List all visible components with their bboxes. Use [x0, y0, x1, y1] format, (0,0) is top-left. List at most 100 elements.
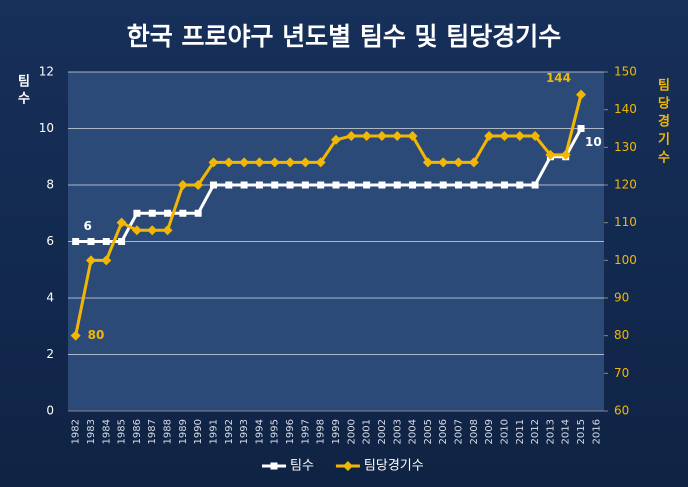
- marker: [102, 238, 110, 245]
- y2-tick-label: 80: [614, 328, 629, 342]
- legend-label: 팀당경기수: [364, 459, 424, 474]
- y2-tick-label: 100: [614, 253, 637, 267]
- series-line: [75, 127, 583, 243]
- legend-marker: [342, 461, 353, 471]
- marker: [118, 238, 126, 245]
- x-tick-label: 2013: [545, 419, 556, 444]
- x-tick-label: 1992: [224, 419, 235, 444]
- marker: [514, 131, 525, 142]
- marker: [223, 157, 234, 168]
- marker: [500, 181, 508, 189]
- y2-tick-label: 130: [614, 140, 637, 154]
- x-tick-label: 2005: [423, 419, 434, 444]
- y-tick-label: 6: [46, 234, 54, 248]
- marker: [392, 131, 403, 142]
- x-tick-label: 2010: [499, 419, 510, 444]
- marker: [285, 157, 296, 168]
- marker: [455, 181, 463, 189]
- x-tick-label: 1989: [178, 419, 189, 444]
- data-label: 144: [546, 71, 571, 85]
- y2-tick-label: 60: [614, 404, 629, 418]
- x-tick-label: 1996: [285, 419, 296, 444]
- x-tick-label: 1991: [208, 419, 219, 444]
- x-tick-label: 2000: [346, 419, 357, 444]
- marker: [361, 131, 372, 142]
- legend-label: 팀수: [290, 459, 314, 474]
- marker: [193, 180, 204, 190]
- x-tick-label: 2009: [484, 419, 495, 444]
- x-tick-label: 2016: [591, 419, 602, 444]
- marker: [255, 181, 263, 189]
- marker: [315, 157, 326, 168]
- marker: [133, 209, 141, 217]
- marker: [407, 131, 418, 142]
- x-tick-label: 1990: [193, 419, 204, 444]
- y2-tick-label: 150: [614, 65, 637, 79]
- marker: [409, 181, 417, 189]
- marker: [438, 157, 449, 168]
- marker: [484, 131, 495, 142]
- x-tick-label: 2012: [530, 419, 541, 444]
- marker: [301, 181, 309, 189]
- marker: [271, 181, 279, 189]
- marker: [177, 180, 188, 190]
- marker: [545, 149, 556, 160]
- x-tick-label: 2008: [469, 419, 480, 444]
- marker: [162, 225, 173, 236]
- marker: [530, 131, 541, 142]
- data-label: 6: [83, 219, 91, 233]
- marker: [179, 209, 187, 217]
- x-tick-label: 1988: [163, 419, 174, 444]
- marker: [116, 217, 127, 228]
- x-tick-label: 1983: [86, 419, 97, 444]
- x-tick-label: 2001: [362, 419, 373, 444]
- x-tick-label: 1999: [331, 419, 342, 444]
- marker: [101, 255, 112, 266]
- marker: [331, 134, 341, 145]
- marker: [194, 209, 202, 217]
- marker: [516, 181, 524, 189]
- marker: [239, 157, 250, 168]
- y-tick-label: 0: [46, 404, 54, 418]
- marker: [208, 157, 219, 168]
- marker: [485, 181, 493, 189]
- marker: [468, 157, 479, 168]
- legend-marker: [270, 462, 278, 470]
- marker: [531, 181, 539, 189]
- marker: [87, 238, 95, 245]
- x-tick-label: 1997: [300, 419, 311, 444]
- x-tick-label: 2014: [561, 419, 572, 444]
- marker: [72, 238, 80, 245]
- marker: [470, 181, 478, 189]
- marker: [393, 181, 401, 189]
- marker: [70, 330, 81, 341]
- y-tick-label: 10: [39, 121, 54, 135]
- x-tick-label: 1985: [117, 419, 128, 444]
- marker: [376, 131, 387, 142]
- marker: [577, 125, 585, 132]
- x-tick-label: 2003: [392, 419, 403, 444]
- x-tick-label: 1986: [132, 419, 143, 444]
- marker: [378, 181, 386, 189]
- y2-tick-label: 140: [614, 102, 637, 116]
- chart-title: 한국 프로야구 년도별 팀수 및 팀당경기수: [127, 22, 562, 51]
- marker: [225, 181, 233, 189]
- marker: [346, 131, 357, 142]
- x-tick-label: 2006: [438, 419, 449, 444]
- x-tick-label: 1995: [270, 419, 281, 444]
- x-tick-label: 1993: [239, 419, 250, 444]
- x-tick-label: 1994: [254, 419, 265, 444]
- marker: [576, 89, 587, 100]
- y-tick-label: 8: [46, 178, 54, 192]
- marker: [422, 157, 433, 168]
- y2-axis-label: 팀당경기수: [655, 78, 670, 168]
- x-tick-label: 2015: [576, 419, 587, 444]
- marker: [131, 225, 142, 236]
- x-tick-label: 1998: [316, 419, 327, 444]
- marker: [148, 209, 156, 217]
- x-tick-label: 2004: [408, 419, 419, 444]
- series-line: [74, 94, 583, 336]
- y-tick-label: 2: [46, 347, 54, 361]
